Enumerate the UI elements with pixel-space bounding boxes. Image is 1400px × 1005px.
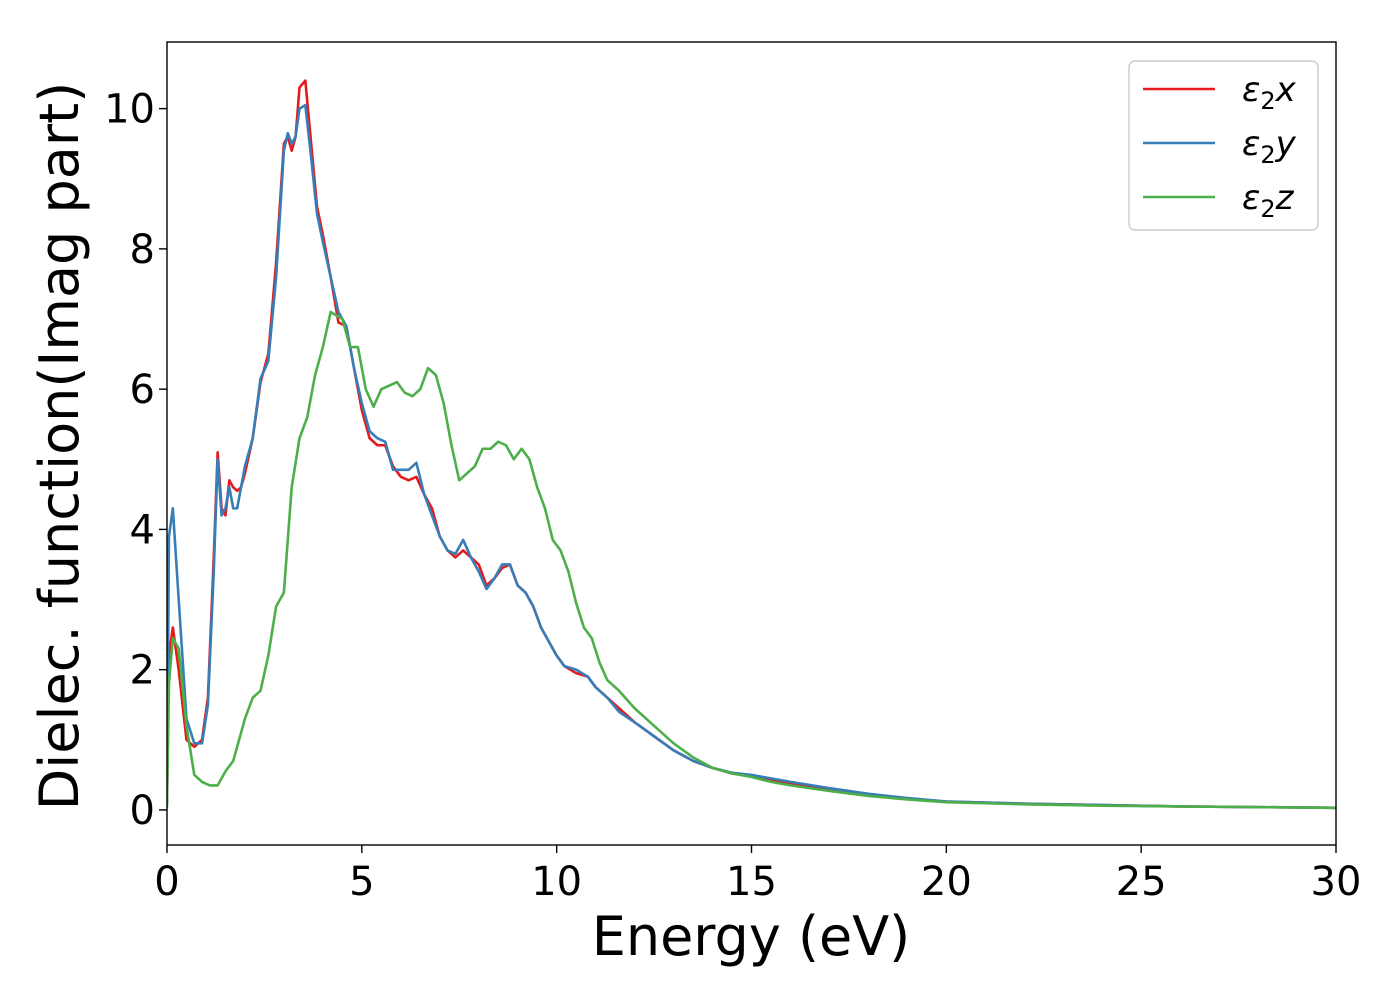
y-tick-label: 0 <box>130 788 155 834</box>
y-tick-label: 6 <box>130 367 155 413</box>
x-tick-label: 15 <box>726 859 777 905</box>
legend-box <box>1128 60 1319 231</box>
x-tick-label: 30 <box>1311 859 1362 905</box>
x-tick-label: 5 <box>349 859 374 905</box>
legend-label-2: ε2z <box>1242 178 1295 223</box>
legend-label-0: ε2x <box>1242 70 1297 115</box>
x-tick-label: 0 <box>154 859 179 905</box>
series-line-1 <box>167 103 1336 810</box>
axes: 0 5 10 15 20 25 30 0 2 4 6 8 10 <box>104 41 1362 905</box>
plot-area <box>167 79 1336 810</box>
legend: ε2x ε2y ε2z <box>1128 60 1319 231</box>
x-tick-label: 20 <box>921 859 972 905</box>
y-tick-label: 10 <box>104 87 155 133</box>
legend-label-1: ε2y <box>1242 124 1297 169</box>
x-axis-title: Energy (eV) <box>592 905 911 968</box>
y-tick-label: 4 <box>130 507 155 553</box>
y-tick-label: 8 <box>130 227 155 273</box>
x-tick-label: 25 <box>1116 859 1167 905</box>
x-tick-label: 10 <box>531 859 582 905</box>
y-axis-title: Dielec. function(Imag part) <box>28 82 91 811</box>
series-line-2 <box>167 310 1336 810</box>
y-tick-label: 2 <box>130 648 155 694</box>
